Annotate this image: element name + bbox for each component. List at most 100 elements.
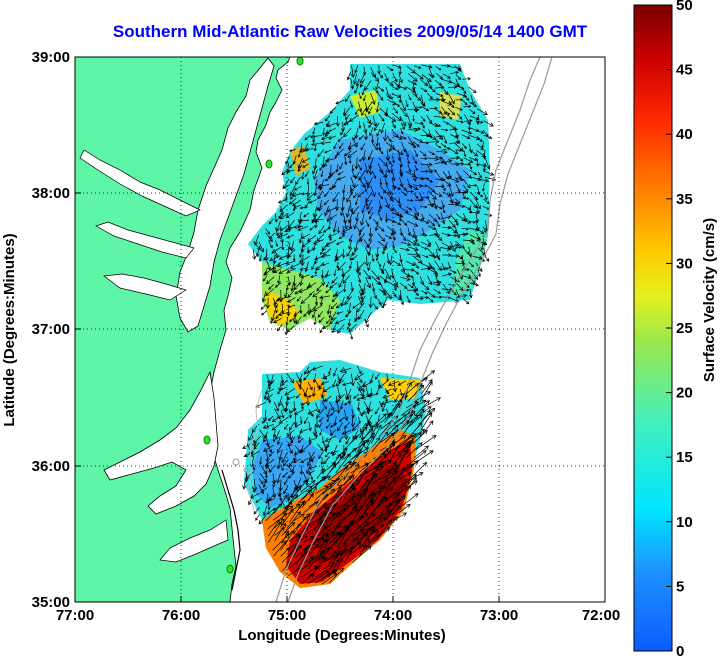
velocity-arrow xyxy=(307,570,331,584)
velocity-arrow xyxy=(338,142,344,150)
velocity-arrow xyxy=(309,537,325,556)
velocity-arrow xyxy=(348,323,357,333)
velocity-arrow xyxy=(400,261,406,273)
velocity-arrow xyxy=(342,275,350,284)
velocity-arrow xyxy=(346,71,352,81)
velocity-arrow xyxy=(299,267,308,271)
velocity-arrow xyxy=(333,142,338,150)
velocity-arrow xyxy=(440,143,447,148)
velocity-arrow xyxy=(357,163,362,171)
velocity-arrow xyxy=(484,158,491,170)
velocity-arrow xyxy=(336,261,339,269)
velocity-arrow xyxy=(413,192,419,199)
velocity-arrow xyxy=(263,267,274,276)
velocity-arrow xyxy=(319,325,325,334)
velocity-arrow xyxy=(348,261,353,270)
radar-station-marker xyxy=(265,159,273,169)
velocity-arrow xyxy=(469,183,478,187)
velocity-arrow xyxy=(321,401,327,410)
velocity-arrow xyxy=(306,178,310,186)
velocity-arrow xyxy=(363,129,369,141)
velocity-arrow xyxy=(447,261,452,270)
velocity-arrow xyxy=(380,122,385,134)
velocity-arrow xyxy=(300,480,316,493)
velocity-arrow xyxy=(358,416,361,424)
sound xyxy=(103,370,219,515)
velocity-arrow xyxy=(332,192,339,203)
velocity-arrow xyxy=(367,247,372,257)
velocity-arrow xyxy=(448,93,455,105)
velocity-arrow xyxy=(258,514,267,525)
velocity-arrow xyxy=(328,310,332,319)
velocity-arrow xyxy=(353,192,358,199)
velocity-arrow xyxy=(298,218,310,223)
velocity-arrow xyxy=(420,246,428,250)
velocity-arrow xyxy=(392,441,413,459)
velocity-arrow xyxy=(399,206,409,214)
velocity-arrow xyxy=(324,149,332,154)
velocity-arrow xyxy=(401,241,412,246)
velocity-arrow xyxy=(321,274,326,287)
velocity-arrow xyxy=(406,295,411,304)
velocity-arrow xyxy=(428,254,437,259)
velocity-arrow xyxy=(377,225,385,232)
velocity-arrow xyxy=(326,415,330,423)
velocity-arrow xyxy=(362,381,373,387)
velocity-arrow xyxy=(399,107,408,118)
velocity-arrow xyxy=(322,540,337,558)
x-tick-label: 77:00 xyxy=(56,607,94,624)
x-tick-label: 73:00 xyxy=(480,607,518,624)
velocity-arrow xyxy=(299,206,308,210)
velocity-arrow xyxy=(361,205,366,214)
velocity-arrow xyxy=(419,370,436,383)
velocity-arrow xyxy=(440,100,453,106)
velocity-arrow xyxy=(320,248,325,255)
velocity-arrow xyxy=(382,129,388,142)
velocity-arrow xyxy=(286,396,296,401)
velocity-arrow xyxy=(407,157,410,165)
velocity-arrow xyxy=(307,394,316,398)
velocity-arrow xyxy=(320,458,324,466)
velocity-arrow xyxy=(374,407,380,415)
velocity-arrow xyxy=(368,157,374,170)
velocity-arrow xyxy=(294,422,303,428)
velocity-arrow xyxy=(328,367,332,375)
velocity-arrow xyxy=(366,499,383,521)
velocity-arrow xyxy=(281,451,288,464)
velocity-arrow xyxy=(336,546,355,557)
velocity-arrow xyxy=(268,465,276,473)
velocity-arrow xyxy=(433,280,442,284)
velocity-arrow xyxy=(443,120,450,125)
velocity-arrow xyxy=(296,296,302,302)
velocity-arrow xyxy=(415,435,437,451)
velocity-arrow xyxy=(355,171,360,180)
velocity-arrow xyxy=(384,268,391,280)
velocity-arrow xyxy=(419,381,433,402)
velocity-arrow xyxy=(328,511,340,528)
velocity-arrow xyxy=(303,387,309,397)
velocity-arrow xyxy=(354,198,358,206)
velocity-arrow xyxy=(461,86,467,95)
velocity-arrow xyxy=(407,461,428,481)
velocity-arrow xyxy=(476,232,481,241)
velocity-arrow xyxy=(377,459,392,472)
velocity-arrow xyxy=(280,500,292,521)
velocity-arrow xyxy=(315,402,321,414)
velocity-arrow xyxy=(440,246,452,251)
velocity-arrow xyxy=(421,213,425,221)
velocity-arrow xyxy=(483,120,494,127)
velocity-arrow xyxy=(333,269,337,277)
velocity-arrow xyxy=(365,219,370,227)
velocity-arrow xyxy=(351,532,368,550)
grid xyxy=(75,57,605,602)
velocity-arrow xyxy=(332,379,337,388)
velocity-arrow xyxy=(356,487,368,506)
velocity-arrow xyxy=(461,143,467,149)
velocity-arrow xyxy=(343,541,362,557)
velocity-arrow xyxy=(400,472,424,486)
velocity-arrow xyxy=(476,108,488,115)
velocity-arrow xyxy=(366,240,373,248)
velocity-arrow xyxy=(328,135,336,140)
velocity-arrow xyxy=(428,151,436,155)
velocity-arrow xyxy=(482,129,489,138)
